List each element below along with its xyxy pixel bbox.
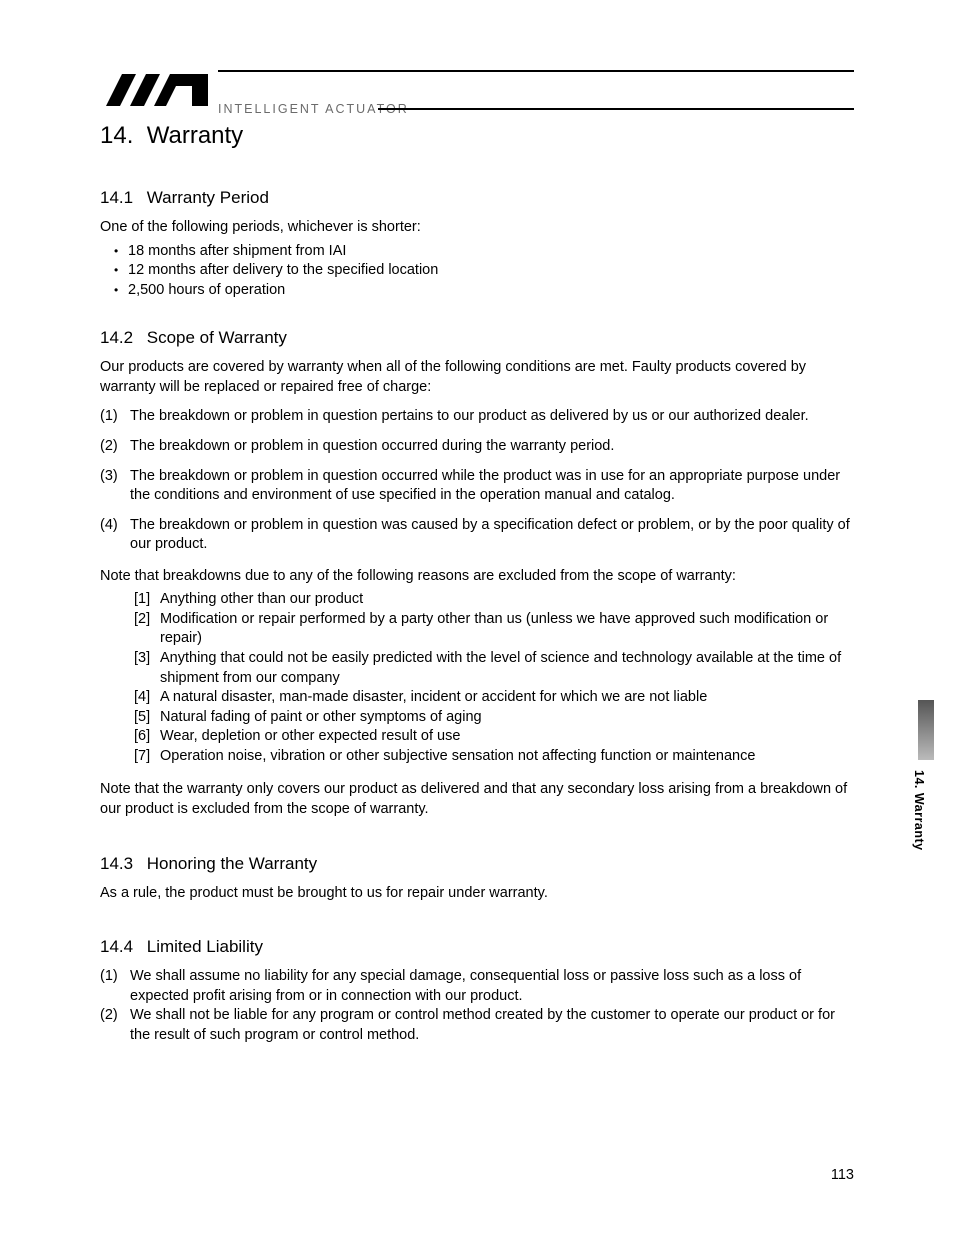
section-name: Honoring the Warranty <box>147 854 317 873</box>
header-rule-bottom <box>378 108 854 110</box>
item-text: Operation noise, vibration or other subj… <box>160 747 854 767</box>
list-item: [1] Anything other than our product <box>134 590 854 610</box>
list-item: (1) We shall assume no liability for any… <box>100 967 854 1006</box>
side-tab-gradient <box>918 700 934 760</box>
section-number: 14.4 <box>100 937 142 957</box>
section-14-1-title: 14.1 Warranty Period <box>100 188 854 208</box>
item-number: (2) <box>100 437 130 457</box>
item-text: We shall not be liable for any program o… <box>130 1006 854 1045</box>
section-name: Limited Liability <box>147 937 263 956</box>
list-item: 18 months after shipment from IAI <box>114 242 854 262</box>
list-item: (2) The breakdown or problem in question… <box>100 437 854 457</box>
liability-list: (1) We shall assume no liability for any… <box>100 967 854 1045</box>
item-text: Natural fading of paint or other symptom… <box>160 708 854 728</box>
item-number: [4] <box>134 688 160 708</box>
section-14-3-title: 14.3 Honoring the Warranty <box>100 854 854 874</box>
item-text: The breakdown or problem in question occ… <box>130 437 854 457</box>
list-item: [7] Operation noise, vibration or other … <box>134 747 854 767</box>
page-container: INTELLIGENT ACTUATOR 14. Warranty 14.1 W… <box>0 0 954 1105</box>
list-item: [5] Natural fading of paint or other sym… <box>134 708 854 728</box>
list-item: 2,500 hours of operation <box>114 281 854 301</box>
list-item: 12 months after delivery to the specifie… <box>114 261 854 281</box>
section-name: Warranty Period <box>147 188 269 207</box>
item-text: Wear, depletion or other expected result… <box>160 727 854 747</box>
chapter-name: Warranty <box>147 122 243 149</box>
list-item: (2) We shall not be liable for any progr… <box>100 1006 854 1045</box>
item-number: [2] <box>134 610 160 649</box>
item-number: (1) <box>100 967 130 1006</box>
section-14-4-title: 14.4 Limited Liability <box>100 937 854 957</box>
section-name: Scope of Warranty <box>147 328 287 347</box>
list-item: [4] A natural disaster, man-made disaste… <box>134 688 854 708</box>
item-text: Anything that could not be easily predic… <box>160 649 854 688</box>
item-text: Modification or repair performed by a pa… <box>160 610 854 649</box>
item-text: The breakdown or problem in question occ… <box>130 467 854 506</box>
item-text: A natural disaster, man-made disaster, i… <box>160 688 854 708</box>
section-14-2-intro: Our products are covered by warranty whe… <box>100 358 854 397</box>
item-number: (1) <box>100 407 130 427</box>
list-item: (1) The breakdown or problem in question… <box>100 407 854 427</box>
section-14-1-intro: One of the following periods, whichever … <box>100 218 854 238</box>
page-number: 113 <box>831 1167 854 1183</box>
section-number: 14.1 <box>100 188 142 208</box>
exclusion-list: [1] Anything other than our product [2] … <box>100 590 854 766</box>
item-text: Anything other than our product <box>160 590 854 610</box>
side-tab: 14. Warranty <box>912 700 940 870</box>
section-14-3-body: As a rule, the product must be brought t… <box>100 884 854 904</box>
item-number: (4) <box>100 516 130 555</box>
warranty-conditions-list: (1) The breakdown or problem in question… <box>100 407 854 554</box>
list-item: [2] Modification or repair performed by … <box>134 610 854 649</box>
section-number: 14.3 <box>100 854 142 874</box>
item-number: [3] <box>134 649 160 688</box>
list-item: [3] Anything that could not be easily pr… <box>134 649 854 688</box>
item-number: [5] <box>134 708 160 728</box>
list-item: (3) The breakdown or problem in question… <box>100 467 854 506</box>
item-text: We shall assume no liability for any spe… <box>130 967 854 1006</box>
header-rule-top <box>218 70 854 72</box>
item-number: [1] <box>134 590 160 610</box>
section-14-2-title: 14.2 Scope of Warranty <box>100 328 854 348</box>
item-number: (3) <box>100 467 130 506</box>
side-tab-text: 14. Warranty <box>912 770 926 851</box>
list-item: (4) The breakdown or problem in question… <box>100 516 854 555</box>
item-text: The breakdown or problem in question per… <box>130 407 854 427</box>
exclusion-intro: Note that breakdowns due to any of the f… <box>100 567 854 587</box>
brand-logo <box>100 70 210 112</box>
item-text: The breakdown or problem in question was… <box>130 516 854 555</box>
warranty-period-list: 18 months after shipment from IAI 12 mon… <box>100 242 854 301</box>
item-number: [7] <box>134 747 160 767</box>
brand-header: INTELLIGENT ACTUATOR <box>100 70 854 114</box>
chapter-number: 14. <box>100 122 133 149</box>
list-item: [6] Wear, depletion or other expected re… <box>134 727 854 747</box>
section-number: 14.2 <box>100 328 142 348</box>
item-number: [6] <box>134 727 160 747</box>
scope-note: Note that the warranty only covers our p… <box>100 780 854 819</box>
item-number: (2) <box>100 1006 130 1045</box>
chapter-title: 14. Warranty <box>100 122 854 150</box>
